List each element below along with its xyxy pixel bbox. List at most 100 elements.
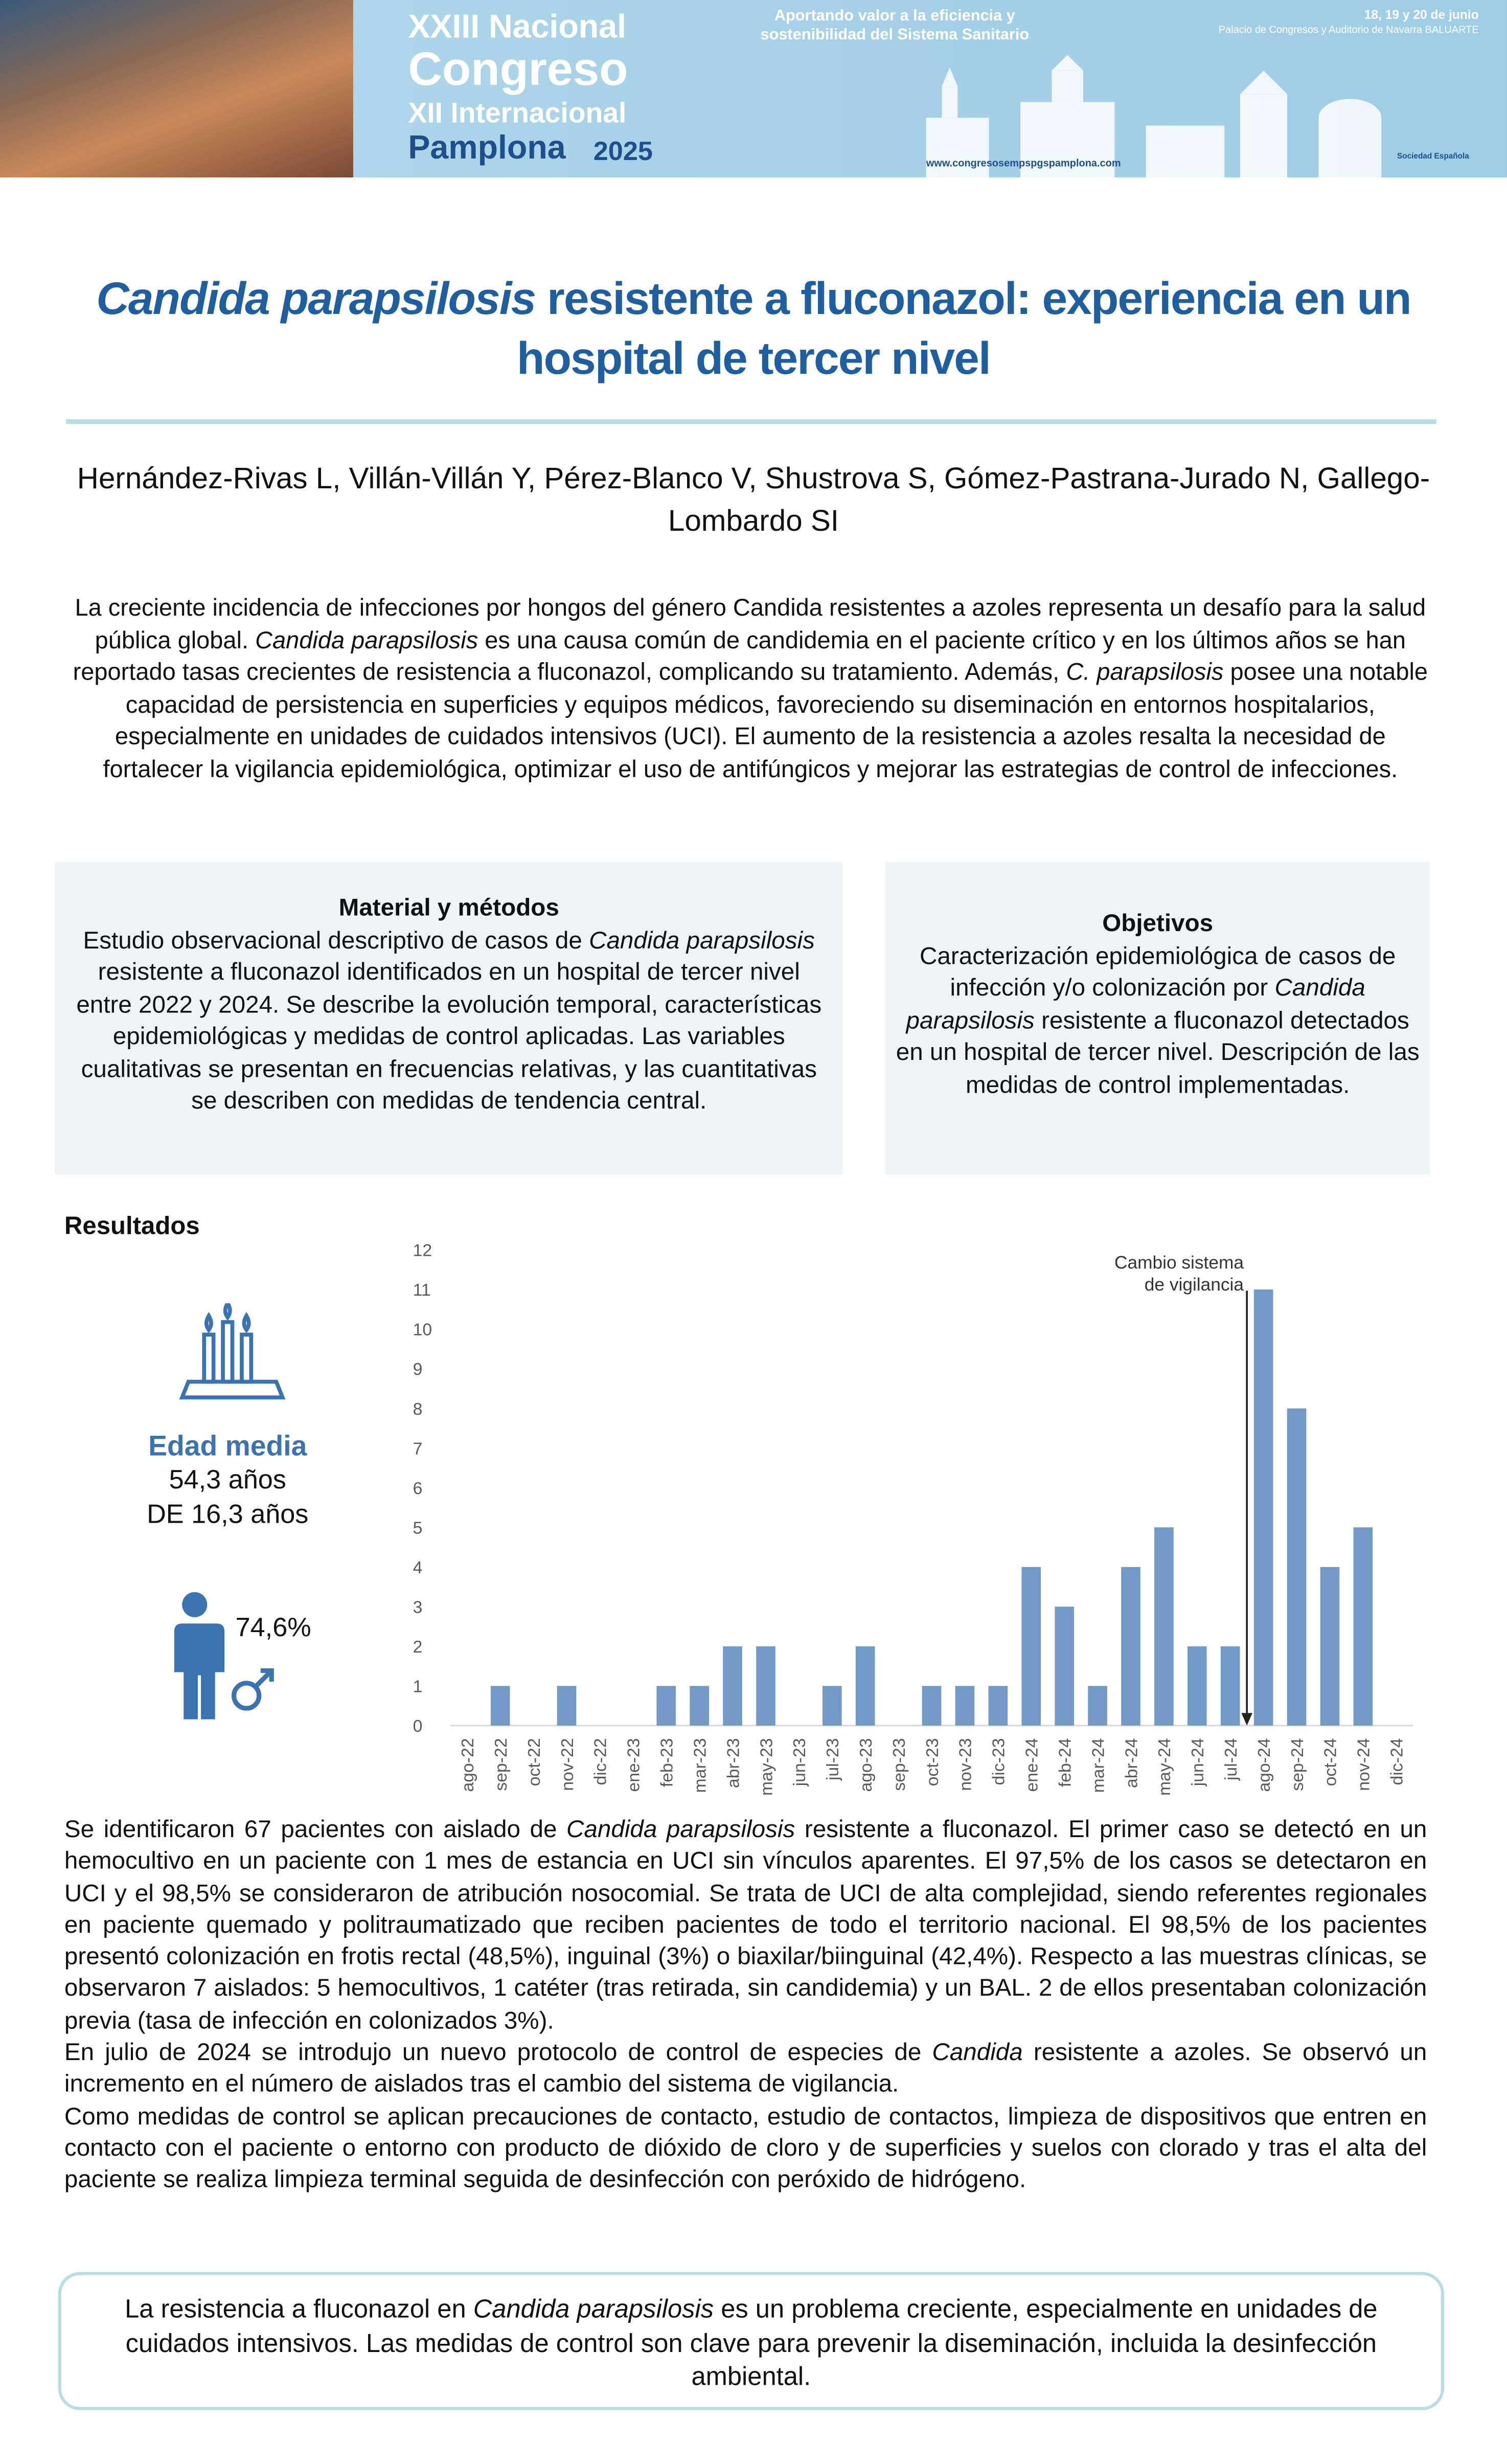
male-icon (172, 1592, 274, 1720)
text-run: En julio de 2024 se introdujo un nuevo p… (64, 2040, 932, 2067)
italic-run: Candida parapsilosis (473, 2295, 714, 2324)
x-tick-label: oct-24 (1321, 1738, 1340, 1786)
male-percentage: 74,6% (235, 1612, 311, 1643)
authors: Hernández-Rivas L, Villán-Villán Y, Pére… (77, 463, 1430, 539)
box-heading: Objetivos (1102, 911, 1214, 938)
italic-run: Candida (932, 2040, 1023, 2067)
bar (988, 1686, 1008, 1726)
bar (922, 1686, 942, 1726)
annotation-text: Cambio sistema (1114, 1253, 1244, 1273)
x-tick-label: dic-23 (989, 1738, 1009, 1785)
x-tick-label: sep-23 (889, 1738, 909, 1791)
header-banner: XXIII Nacional Congreso XII Internaciona… (0, 0, 1507, 178)
x-tick-label: may-24 (1155, 1738, 1174, 1796)
bar (1154, 1527, 1174, 1726)
italic-run: Candida parapsilosis (906, 975, 1365, 1034)
text-run: resistente a fluconazol detectados en un… (896, 1007, 1420, 1099)
results-paragraph: Se identificaron 67 pacientes con aislad… (64, 1815, 1427, 2038)
bar (1055, 1607, 1074, 1726)
bar (822, 1686, 842, 1726)
x-tick-label: abr-24 (1122, 1738, 1141, 1788)
x-tick-label: jun-24 (1188, 1738, 1207, 1787)
congress-line: Pamplona (408, 130, 566, 167)
italic-run: Candida parapsilosis (589, 927, 815, 954)
bar (855, 1646, 875, 1726)
bar (1088, 1686, 1107, 1726)
y-tick-label: 10 (413, 1320, 432, 1340)
y-tick-label: 8 (413, 1399, 423, 1419)
results-text: Se identificaron 67 pacientes con aislad… (64, 1815, 1427, 2198)
bar (1187, 1646, 1207, 1726)
text-run: resistente a fluconazol: experiencia en … (517, 275, 1411, 385)
tagline: Aportando valor a la eficiencia y sosteni… (754, 8, 1036, 46)
bar (1121, 1567, 1140, 1726)
text-run: La creciente incidencia de infecciones p… (75, 595, 1426, 654)
text-run: resistente a fluconazol identificados en… (76, 959, 822, 1115)
tagline-line: sostenibilidad del Sistema Sanitario (760, 27, 1030, 44)
venue: Palacio de Congresos y Auditorio de Nava… (1218, 25, 1479, 36)
y-tick-label: 3 (413, 1597, 423, 1617)
bar (1353, 1527, 1373, 1726)
x-tick-label: mar-24 (1088, 1738, 1108, 1793)
x-tick-label: may-23 (757, 1738, 776, 1796)
box-body: Estudio observacional descriptivo de cas… (67, 925, 830, 1119)
box-heading: Material y métodos (338, 895, 559, 922)
x-tick-label: sep-22 (491, 1738, 511, 1791)
x-tick-label: dic-22 (591, 1738, 610, 1785)
italic-run: C. parapsilosis (1066, 659, 1224, 686)
y-tick-label: 6 (413, 1479, 423, 1498)
methods-box: Material y métodos Estudio observacional… (55, 862, 843, 1174)
bar (1320, 1567, 1340, 1726)
x-tick-label: abr-23 (723, 1738, 743, 1788)
skyline (926, 55, 1382, 178)
x-tick-label: ago-22 (458, 1738, 477, 1792)
results-paragraph: En julio de 2024 se introdujo un nuevo p… (64, 2038, 1427, 2102)
bar (557, 1686, 577, 1726)
congress-line: Congreso (408, 43, 628, 96)
congress-year: 2025 (593, 137, 653, 167)
x-tick-label: feb-24 (1055, 1738, 1075, 1787)
text-run: es una causa común de candidemia en el p… (73, 627, 1406, 686)
text-run: resistente a fluconazol. El primer caso … (64, 1816, 1427, 2035)
box-body: Caracterización epidemiológica de casos … (895, 941, 1421, 1102)
bar (723, 1646, 742, 1726)
bar (1253, 1289, 1273, 1726)
x-tick-label: feb-23 (657, 1738, 677, 1787)
age-label: Edad media (148, 1430, 307, 1462)
candles-icon (179, 1303, 286, 1399)
text-run: La resistencia a fluconazol en (125, 2295, 473, 2324)
title-rule (65, 419, 1436, 424)
congress-line: XXIII Nacional (408, 9, 626, 46)
x-tick-label: nov-24 (1354, 1738, 1374, 1791)
x-tick-label: ago-23 (856, 1738, 876, 1792)
italic-run: Candida parapsilosis (96, 275, 536, 325)
bar (955, 1686, 975, 1726)
header-photo (0, 0, 353, 178)
dates: 18, 19 y 20 de junio (1364, 8, 1479, 22)
x-tick-label: ene-24 (1022, 1738, 1042, 1792)
annotation-arrowhead (1241, 1713, 1252, 1726)
bar (756, 1646, 775, 1726)
introduction: La creciente incidencia de infecciones p… (63, 594, 1438, 787)
age-stats: Edad media 54,3 años DE 16,3 años (94, 1429, 361, 1532)
objectives-box: Objetivos Caracterización epidemiológica… (885, 862, 1430, 1174)
bar (490, 1686, 510, 1726)
y-tick-label: 12 (413, 1241, 432, 1260)
y-tick-label: 9 (413, 1360, 423, 1379)
text-run: resistente a azoles. Se observó un incre… (64, 2040, 1427, 2098)
x-tick-label: jun-23 (790, 1738, 809, 1787)
x-tick-label: nov-22 (558, 1738, 577, 1791)
bar (690, 1686, 709, 1726)
bar (1021, 1567, 1041, 1726)
age-mean: 54,3 años (169, 1465, 286, 1495)
bar (1287, 1408, 1307, 1726)
conclusion-box: La resistencia a fluconazol en Candida p… (58, 2272, 1445, 2410)
bar (1220, 1646, 1240, 1726)
x-tick-label: jul-24 (1221, 1738, 1241, 1781)
x-tick-label: ago-24 (1254, 1738, 1274, 1792)
y-tick-label: 11 (413, 1280, 431, 1300)
italic-run: Candida parapsilosis (255, 627, 478, 654)
annotation-text: de vigilancia (1145, 1275, 1244, 1295)
